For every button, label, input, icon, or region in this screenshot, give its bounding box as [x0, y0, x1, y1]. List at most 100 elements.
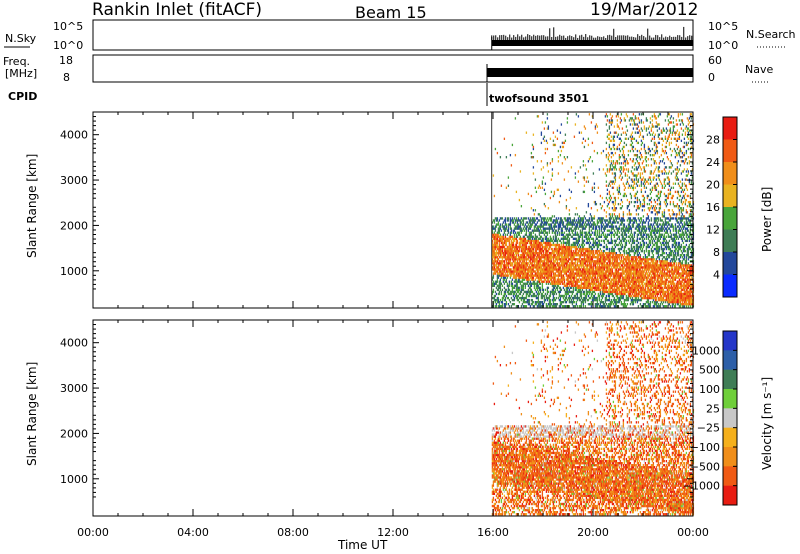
power-cell — [633, 235, 636, 238]
power-cell — [599, 268, 602, 271]
power-cell — [494, 268, 497, 271]
power-cell — [501, 241, 504, 245]
power-cell — [550, 223, 553, 226]
power-cell — [589, 221, 592, 224]
power-cell — [504, 292, 507, 296]
power-cell — [599, 221, 602, 224]
power-cell — [570, 229, 573, 232]
power-cell — [582, 298, 585, 302]
power-cell — [559, 194, 562, 198]
power-cell — [550, 225, 553, 228]
power-cell — [625, 276, 628, 279]
power-cell — [557, 254, 560, 257]
power-cell — [603, 266, 606, 269]
power-cell — [551, 290, 554, 294]
power-cell — [550, 247, 553, 251]
power-cell — [632, 245, 635, 249]
power-cell — [629, 288, 632, 292]
power-cell — [622, 151, 625, 155]
power-cell — [588, 245, 591, 249]
power-cell — [522, 264, 525, 267]
power-cell — [520, 288, 523, 292]
power-cell — [496, 219, 499, 222]
power-cell — [580, 294, 583, 298]
power-cell — [500, 237, 503, 241]
power-cell — [516, 223, 519, 226]
power-cell — [594, 223, 597, 226]
power-cell — [545, 305, 548, 308]
power-cell — [545, 223, 548, 226]
power-cell — [570, 294, 573, 298]
power-cell — [605, 237, 608, 241]
power-cell — [582, 164, 585, 167]
power-cell — [519, 296, 522, 300]
power-cell — [610, 247, 613, 251]
power-cell — [605, 266, 608, 269]
power-cell — [584, 249, 587, 253]
power-cell — [525, 254, 528, 257]
power-cell — [629, 227, 632, 230]
power-cell — [558, 200, 561, 204]
power-cell — [608, 258, 611, 261]
power-cell — [600, 260, 603, 263]
power-cell — [532, 251, 535, 255]
power-cell — [504, 280, 507, 283]
power-cell — [608, 221, 611, 224]
power-cell — [527, 274, 530, 277]
power-cell — [530, 303, 533, 306]
power-cell — [618, 280, 621, 283]
power-cell — [546, 239, 549, 243]
power-cell — [491, 296, 494, 300]
power-cell — [606, 256, 609, 259]
power-cell — [540, 254, 543, 257]
power-cell — [538, 266, 541, 269]
power-cell — [520, 296, 523, 300]
power-cell — [503, 268, 506, 271]
power-cell — [584, 221, 587, 224]
power-cell — [589, 225, 592, 228]
power-cell — [561, 280, 564, 283]
power-cell — [589, 266, 592, 269]
power-cell — [535, 296, 538, 300]
power-cell — [496, 288, 499, 292]
power-cell — [617, 125, 620, 128]
power-cell — [602, 305, 605, 308]
power-cell — [527, 227, 530, 230]
power-cell — [628, 294, 631, 298]
power-cell — [573, 266, 576, 269]
power-cell — [531, 254, 534, 257]
power-cell — [501, 288, 504, 292]
power-cell — [507, 290, 510, 294]
power-cell — [555, 282, 558, 285]
power-cell — [508, 292, 511, 296]
power-cell — [563, 254, 566, 257]
power-cell — [594, 292, 597, 296]
power-cell — [625, 133, 628, 136]
power-cell — [552, 272, 555, 275]
power-cell — [615, 264, 618, 267]
power-cell — [610, 241, 613, 245]
power-cell — [530, 225, 533, 228]
power-cell — [577, 288, 580, 292]
power-cell — [612, 186, 615, 189]
power-cell — [602, 282, 605, 285]
power-cell — [565, 247, 568, 251]
power-cell — [605, 156, 608, 159]
power-cell — [505, 156, 508, 159]
power-cell — [607, 233, 610, 236]
power-cell — [612, 200, 615, 204]
power-cell — [542, 219, 545, 222]
power-cell — [606, 268, 609, 271]
power-cell — [537, 292, 540, 296]
power-cell — [530, 241, 533, 245]
power-cell — [546, 298, 549, 302]
power-cell — [501, 251, 504, 255]
power-cell — [584, 235, 587, 238]
power-cell — [523, 225, 526, 228]
power-cell — [612, 258, 615, 261]
power-cell — [545, 282, 548, 285]
power-cell — [532, 209, 535, 212]
power-cell — [580, 233, 583, 236]
power-cell — [539, 290, 542, 294]
power-cell — [620, 139, 623, 143]
